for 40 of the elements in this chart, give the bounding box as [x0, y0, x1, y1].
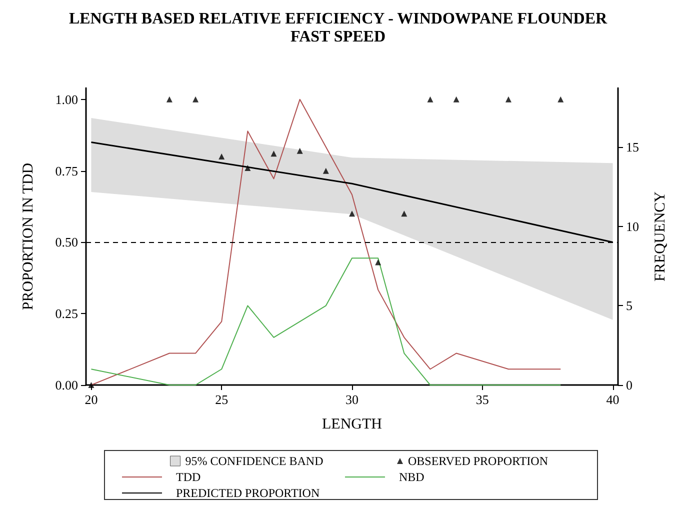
point [375, 259, 382, 266]
legend-label: 95% CONFIDENCE BAND [185, 454, 324, 468]
point [192, 96, 199, 102]
y2-tick-label: 15 [626, 140, 639, 155]
x-tick-label: 40 [606, 392, 620, 407]
y-tick-label: 0.50 [55, 234, 78, 250]
point [166, 96, 172, 102]
point [322, 168, 329, 174]
y2-tick-label: 5 [626, 298, 632, 314]
point [401, 210, 408, 217]
x-tick-label: 20 [84, 392, 98, 407]
line-series [90, 258, 562, 386]
x-tick-label: 35 [476, 392, 489, 407]
point [453, 96, 460, 102]
y2-tick-label: 10 [626, 218, 639, 234]
y-tick-label: 0.00 [55, 378, 78, 392]
x-axis-title: LENGTH [322, 416, 382, 432]
point [296, 148, 303, 154]
point [218, 154, 225, 160]
legend-label: TDD [176, 470, 201, 484]
x-tick-label: 30 [346, 392, 358, 407]
point [88, 382, 94, 388]
y2-axis-title: FREQUENCY [652, 191, 668, 282]
point [244, 164, 251, 171]
point [558, 96, 564, 102]
point [349, 210, 355, 217]
point [427, 96, 434, 102]
y-tick-label: 1.00 [55, 92, 78, 107]
legend-label: OBSERVED PROPORTION [408, 454, 548, 468]
x-tick-label: 25 [215, 392, 228, 407]
chart-subtitle: FAST SPEED [290, 28, 386, 46]
y-axis-title: PROPORTION IN TDD [20, 162, 36, 310]
legend-label: PREDICTED PROPORTION [176, 486, 320, 500]
y-tick-label: 0.25 [55, 306, 78, 322]
legend-label: NBD [399, 470, 425, 484]
point [505, 96, 512, 102]
y2-tick-label: 0 [626, 378, 632, 392]
point [270, 150, 277, 157]
chart-title: LENGTH BASED RELATIVE EFFICIENCY - WINDOWPANE FLOUNDER [68, 10, 608, 28]
y-tick-label: 0.75 [55, 163, 78, 178]
